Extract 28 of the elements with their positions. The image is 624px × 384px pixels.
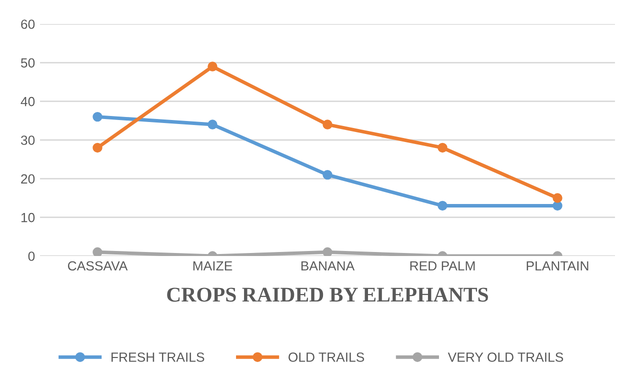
y-tick-label: 30 — [20, 136, 35, 145]
x-axis-title: CROPS RAIDED BY ELEPHANTS — [167, 288, 488, 302]
point — [438, 142, 448, 153]
y-tick-label: 60 — [21, 20, 35, 29]
point — [322, 247, 332, 256]
point — [208, 120, 218, 130]
point — [322, 120, 332, 130]
x-tick-label: BANANA — [301, 261, 355, 270]
y-tick-label: 40 — [20, 96, 35, 106]
y-tick-label: 10 — [21, 212, 35, 222]
point — [208, 62, 218, 72]
point — [92, 247, 102, 256]
y-tick-label: 20 — [21, 174, 35, 184]
y-tick-label: 50 — [20, 58, 35, 68]
x-tick-label: MAIZE — [193, 261, 232, 270]
x-tick-label: RED PALM — [410, 261, 475, 270]
point — [322, 170, 332, 180]
point — [92, 112, 102, 122]
legend-label: OLD TRAILS — [288, 352, 364, 362]
x-tick-label: PLANTAIN — [526, 261, 588, 270]
point — [438, 200, 448, 211]
point — [92, 142, 102, 153]
point — [552, 200, 562, 211]
legend-label: VERY OLD TRAILS — [448, 352, 564, 362]
point — [552, 193, 562, 203]
x-tick-label: CASSAVA — [68, 261, 128, 271]
legend-label: FRESH TRAILS — [112, 352, 204, 362]
y-tick-label: 0 — [28, 252, 35, 261]
